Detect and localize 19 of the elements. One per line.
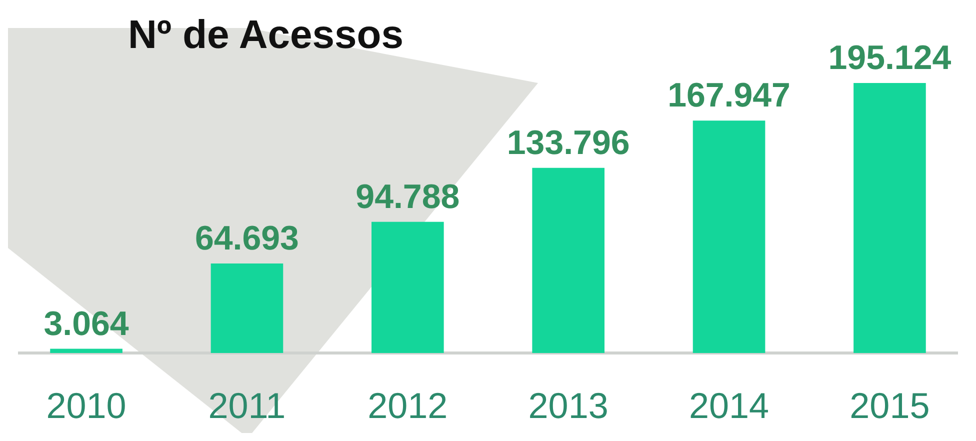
bar [372, 222, 444, 353]
bar [532, 168, 604, 353]
bar [210, 263, 284, 353]
x-tick-label: 2013 [528, 385, 608, 426]
x-tick-label: 2015 [850, 385, 930, 426]
bar [692, 120, 766, 353]
chart-title: Nº de Acessos [128, 13, 404, 57]
data-label: 3.064 [44, 304, 129, 343]
data-label: 195.124 [828, 39, 952, 77]
bar [50, 348, 122, 353]
data-label: 133.796 [506, 124, 630, 162]
data-label: 64.693 [194, 219, 299, 258]
data-label: 167.947 [668, 76, 790, 115]
x-tick-label: 2011 [208, 385, 286, 426]
x-tick-label: 2010 [46, 385, 126, 426]
x-tick-label: 2012 [368, 385, 448, 426]
bar [854, 83, 926, 353]
x-tick-label: 2014 [688, 385, 770, 426]
data-label: 94.788 [356, 178, 460, 216]
